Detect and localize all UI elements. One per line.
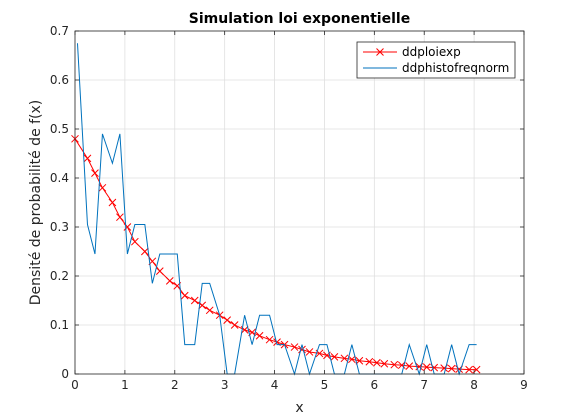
series-line-ddphistofreqnorm	[76, 43, 477, 376]
data-point	[190, 296, 199, 305]
x-tick-label: 5	[321, 378, 329, 392]
data-point	[465, 365, 473, 374]
y-tick-label: 0.3	[50, 220, 69, 234]
data-point	[131, 237, 139, 246]
data-point	[380, 359, 389, 368]
y-tick-label: 0.2	[50, 269, 69, 283]
data-point	[180, 291, 189, 300]
data-point	[108, 198, 117, 207]
data-point	[348, 355, 356, 364]
x-tick-label: 9	[520, 378, 528, 392]
y-tick-label: 0	[61, 367, 69, 381]
legend-box	[356, 41, 516, 79]
data-point	[230, 321, 239, 329]
data-point	[223, 316, 232, 324]
data-point	[305, 348, 314, 356]
legend-label: ddphistofreqnorm	[402, 61, 509, 75]
data-point	[140, 247, 149, 256]
data-point	[265, 335, 274, 344]
data-point	[290, 343, 299, 351]
tick-labels: 0 1 2 3 4 5 6 7 8 9 0 0.1 0.2 0.3 0.4 0.5 0.6 0.7	[50, 24, 528, 392]
y-tick-label: 0.4	[50, 171, 69, 185]
x-tick-label: 3	[221, 378, 229, 392]
legend-item-ddphistofreqnorm: ddphistofreqnorm	[363, 61, 509, 75]
data-point	[116, 213, 124, 222]
ticks	[74, 30, 525, 375]
data-point	[91, 169, 99, 177]
data-point	[390, 360, 399, 369]
x-tick-label: 6	[371, 378, 379, 392]
y-axis-label: Densité de probabilité de f(x)	[28, 100, 44, 306]
data-point	[405, 362, 414, 371]
data-point	[422, 363, 431, 371]
chart-title: Simulation loi exponentielle	[189, 11, 410, 27]
x-tick-label: 0	[71, 378, 79, 392]
data-point	[83, 154, 92, 163]
data-point	[255, 331, 264, 340]
x-tick-label: 2	[171, 378, 179, 392]
x-tick-label: 4	[271, 378, 279, 392]
y-tick-label: 0.1	[50, 318, 69, 332]
data-point	[447, 364, 456, 373]
data-point	[330, 352, 339, 361]
legend: ddploiexp ddphistofreqnorm	[356, 41, 516, 79]
data-point	[340, 354, 349, 363]
series-ddphistofreqnorm	[76, 43, 477, 376]
plot-frame	[74, 30, 525, 375]
data-point	[205, 306, 214, 315]
legend-label: ddploiexp	[402, 45, 461, 59]
y-tick-label: 0.6	[50, 73, 69, 87]
data-point	[365, 357, 374, 366]
x-tick-label: 1	[121, 378, 129, 392]
data-point	[98, 183, 107, 192]
plot-area	[75, 31, 524, 374]
y-tick-label: 0.5	[50, 122, 69, 136]
legend-item-ddploiexp: ddploiexp	[363, 45, 461, 59]
data-point	[123, 223, 132, 231]
legend-marker	[376, 48, 384, 56]
data-point	[372, 358, 381, 367]
x-tick-label: 7	[420, 378, 428, 392]
data-point	[165, 277, 174, 285]
data-point	[155, 267, 164, 275]
x-axis-label: x	[295, 400, 303, 416]
x-tick-label: 8	[470, 378, 478, 392]
y-tick-label: 0.7	[50, 24, 69, 38]
